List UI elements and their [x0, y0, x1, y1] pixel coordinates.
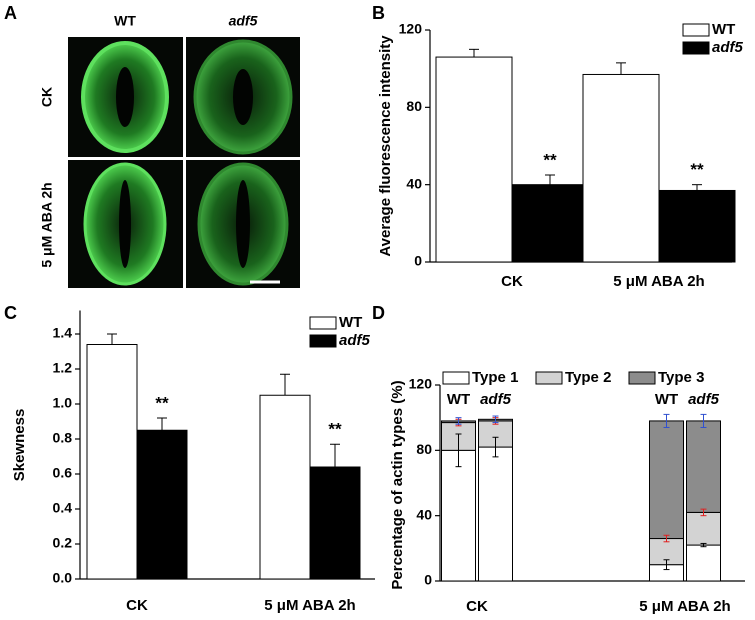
- bar-segment: [686, 511, 721, 546]
- y-tick-label: 0.0: [53, 570, 73, 586]
- y-tick-label: 0: [414, 253, 422, 269]
- legend-swatch: [309, 316, 337, 330]
- legend-swatch: [682, 41, 710, 55]
- bar: [309, 466, 361, 580]
- row-label: 5 μM ABA 2h: [39, 182, 55, 267]
- panel-label: A: [4, 3, 17, 23]
- legend-label: Type 1: [472, 369, 518, 386]
- y-axis-label: Average fluorescence intensity: [377, 35, 394, 257]
- x-tick-label: 5 μM ABA 2h: [639, 598, 730, 615]
- panel-label: C: [4, 303, 17, 323]
- legend-label: adf5: [339, 332, 371, 349]
- bar-segment: [686, 544, 721, 582]
- bar-label: adf5: [480, 391, 512, 408]
- y-tick-label: 120: [409, 376, 433, 392]
- y-tick-label: 0.6: [53, 465, 73, 481]
- bar-segment: [478, 446, 513, 582]
- y-tick-label: 80: [416, 441, 432, 457]
- y-tick-label: 0.4: [53, 500, 73, 516]
- bar-label: WT: [447, 391, 470, 408]
- legend-label: Type 2: [565, 369, 611, 386]
- bar: [511, 184, 589, 263]
- y-tick-label: 120: [399, 21, 423, 37]
- x-tick-label: 5 μM ABA 2h: [613, 273, 704, 290]
- bar-segment: [649, 420, 684, 540]
- row-label: CK: [39, 87, 55, 107]
- legend-swatch: [442, 371, 470, 385]
- y-tick-label: 1.4: [53, 325, 73, 341]
- legend-swatch: [309, 334, 337, 348]
- legend-swatch: [535, 371, 563, 385]
- y-tick-label: 0: [424, 572, 432, 588]
- column-label: adf5: [229, 13, 258, 29]
- legend-label: adf5: [712, 39, 744, 56]
- bar: [582, 73, 660, 263]
- bar: [658, 189, 736, 263]
- bar: [435, 56, 513, 263]
- panel-label: B: [372, 3, 385, 23]
- legend-swatch: [682, 23, 710, 37]
- significance: **: [328, 420, 342, 439]
- y-axis-label: Percentage of actin types (%): [389, 380, 406, 589]
- y-axis-label: Skewness: [11, 409, 28, 482]
- bar: [136, 429, 188, 580]
- bar-segment: [686, 420, 721, 513]
- bar: [86, 344, 138, 580]
- bar: [259, 394, 311, 580]
- y-tick-label: 0.2: [53, 535, 73, 551]
- y-tick-label: 80: [406, 98, 422, 114]
- x-tick-label: CK: [466, 598, 488, 615]
- y-tick-label: 40: [416, 506, 432, 522]
- y-tick-label: 0.8: [53, 430, 73, 446]
- panel-label: D: [372, 303, 385, 323]
- y-tick-label: 40: [406, 175, 422, 191]
- legend-label: WT: [712, 21, 735, 38]
- bar-label: adf5: [688, 391, 720, 408]
- bar-segment: [441, 449, 476, 582]
- x-tick-label: 5 μM ABA 2h: [264, 597, 355, 614]
- bar-label: WT: [655, 391, 678, 408]
- x-tick-label: CK: [501, 273, 523, 290]
- legend-label: Type 3: [658, 369, 704, 386]
- significance: **: [543, 150, 557, 169]
- micrographs: [68, 37, 300, 288]
- legend-swatch: [628, 371, 656, 385]
- significance: **: [155, 393, 169, 412]
- legend-label: WT: [339, 314, 362, 331]
- significance: **: [690, 160, 704, 179]
- x-tick-label: CK: [126, 597, 148, 614]
- column-label: WT: [114, 13, 136, 29]
- y-tick-label: 1.2: [53, 360, 73, 376]
- y-tick-label: 1.0: [53, 395, 73, 411]
